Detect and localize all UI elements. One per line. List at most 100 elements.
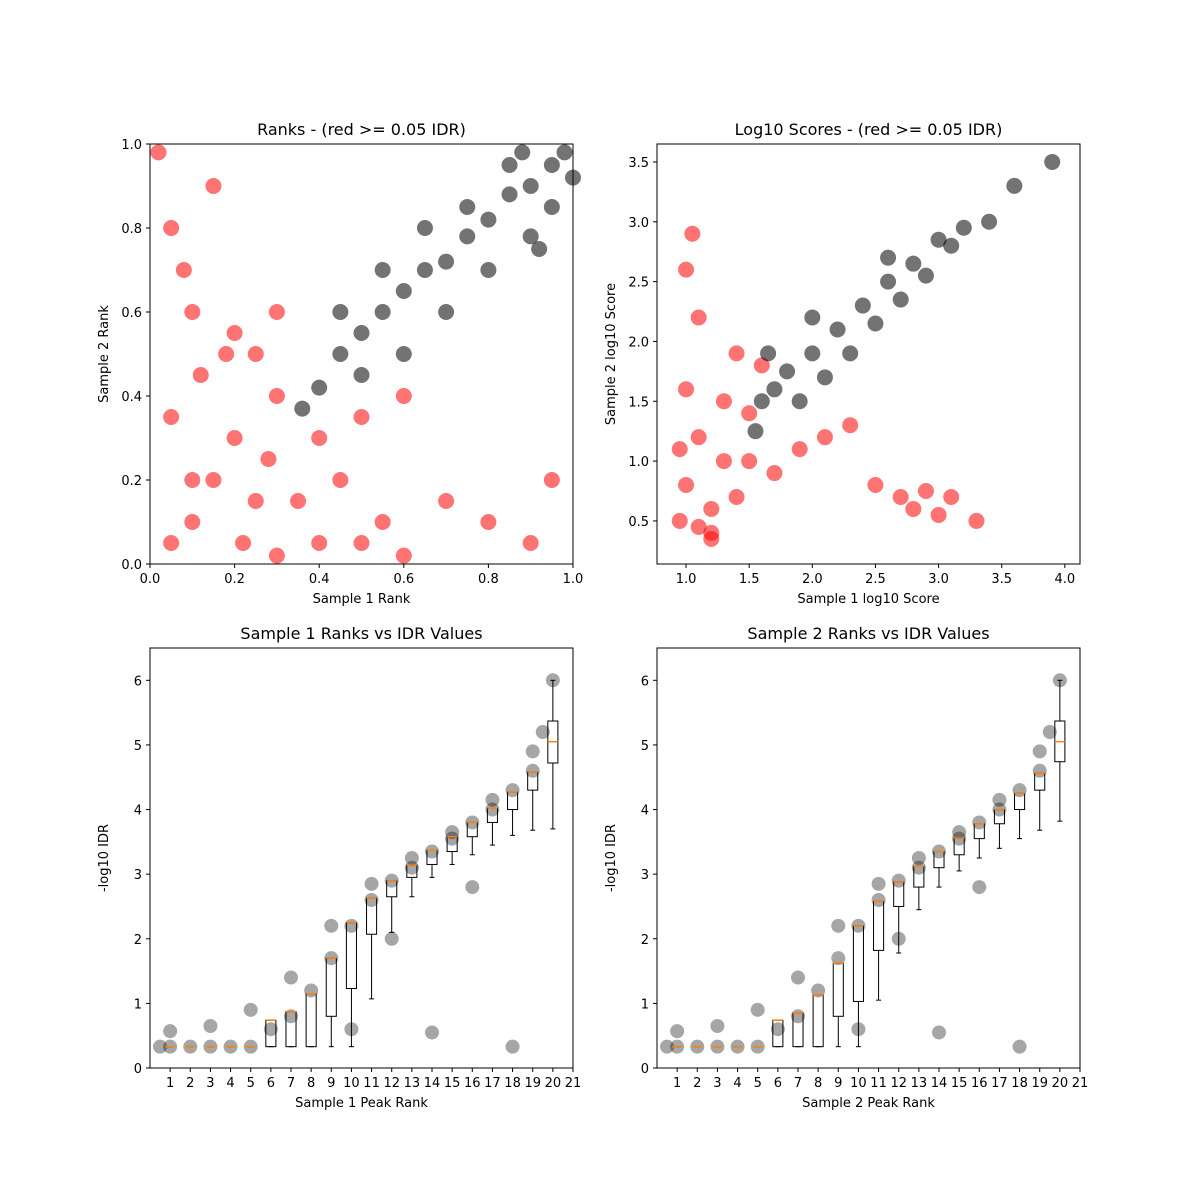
point — [480, 514, 497, 530]
point — [867, 315, 884, 332]
point — [235, 535, 252, 551]
point — [192, 367, 209, 383]
point — [684, 225, 701, 242]
point — [163, 535, 180, 551]
box — [873, 900, 885, 951]
point — [311, 430, 328, 446]
x-axis-label: Sample 1 Peak Rank — [295, 1096, 428, 1111]
point — [184, 304, 201, 320]
point — [880, 249, 897, 266]
point — [353, 409, 370, 425]
point — [353, 325, 370, 341]
point — [992, 792, 1007, 807]
x-tick-label: 1.5 — [739, 572, 760, 587]
point — [943, 237, 960, 254]
y-tick-label: 0.0 — [121, 558, 142, 573]
point — [445, 825, 460, 840]
point — [955, 219, 972, 236]
y-tick-label: 2 — [641, 933, 649, 948]
chart-title: Sample 2 Ranks vs IDR Values — [747, 624, 989, 643]
point — [750, 1002, 765, 1017]
point — [791, 970, 805, 985]
point — [395, 346, 412, 362]
point — [715, 393, 732, 410]
point — [153, 1039, 168, 1054]
x-tick-label: 4.0 — [1055, 572, 1076, 587]
y-axis-label: -log10 IDR — [97, 824, 112, 892]
y-tick-label: 2.0 — [628, 335, 649, 350]
point — [543, 199, 560, 215]
y-tick-label: 0 — [134, 1062, 142, 1077]
point — [766, 465, 783, 482]
axes-frame — [656, 143, 1081, 565]
point — [770, 1022, 785, 1037]
box — [832, 962, 844, 1017]
point — [525, 744, 540, 759]
point — [831, 918, 846, 933]
point — [671, 512, 688, 529]
y-tick-label: 3 — [134, 868, 142, 883]
point — [766, 381, 783, 398]
x-tick-label: 9 — [327, 1076, 335, 1091]
point — [268, 304, 285, 320]
point — [501, 186, 518, 203]
point — [268, 547, 285, 564]
y-tick-label: 3.0 — [628, 216, 649, 231]
x-tick-label: 4 — [733, 1076, 741, 1091]
point — [522, 535, 539, 551]
x-tick-label: 3 — [713, 1076, 721, 1091]
x-tick-label: 16 — [971, 1076, 988, 1091]
point — [690, 518, 707, 535]
x-tick-label: 2 — [693, 1076, 701, 1091]
point — [660, 1039, 675, 1054]
point — [932, 1025, 946, 1040]
point — [384, 931, 399, 946]
point — [943, 488, 960, 505]
point — [892, 291, 909, 308]
x-tick-label: 2.0 — [802, 572, 823, 587]
x-tick-label: 20 — [1052, 1076, 1069, 1091]
axes-frame — [149, 143, 574, 565]
point — [395, 547, 412, 564]
point — [1044, 153, 1061, 170]
point — [263, 1022, 278, 1037]
x-tick-label: 3.5 — [991, 572, 1012, 587]
point — [871, 893, 886, 907]
x-tick-label: 17 — [991, 1076, 1008, 1091]
point — [290, 493, 307, 509]
point — [311, 379, 328, 396]
y-tick-label: 1.5 — [628, 395, 649, 410]
y-tick-label: 1 — [641, 997, 649, 1012]
point — [505, 783, 520, 798]
y-tick-label: 0 — [641, 1062, 649, 1077]
point — [543, 157, 560, 173]
point — [972, 815, 987, 830]
y-tick-label: 6 — [641, 674, 649, 689]
point — [501, 157, 518, 173]
point — [543, 472, 560, 488]
point — [1032, 744, 1047, 759]
y-tick-label: 5 — [134, 739, 142, 754]
point — [485, 802, 500, 817]
point — [218, 346, 235, 362]
point — [671, 441, 688, 458]
point — [871, 876, 886, 891]
point — [374, 304, 391, 320]
y-tick-label: 5 — [641, 739, 649, 754]
point — [804, 345, 821, 362]
x-tick-label: 4 — [226, 1076, 234, 1091]
point — [184, 472, 201, 488]
point — [247, 493, 264, 509]
point — [163, 220, 180, 236]
x-tick-label: 5 — [247, 1076, 255, 1091]
point — [816, 369, 833, 386]
point — [678, 261, 695, 278]
point — [952, 825, 967, 840]
point — [1006, 177, 1023, 194]
point — [163, 1024, 178, 1039]
x-tick-label: 9 — [834, 1076, 842, 1091]
chart-title: Log10 Scores - (red >= 0.05 IDR) — [735, 120, 1003, 139]
x-tick-label: 16 — [464, 1076, 481, 1091]
point — [791, 393, 808, 410]
x-tick-label: 11 — [363, 1076, 380, 1091]
